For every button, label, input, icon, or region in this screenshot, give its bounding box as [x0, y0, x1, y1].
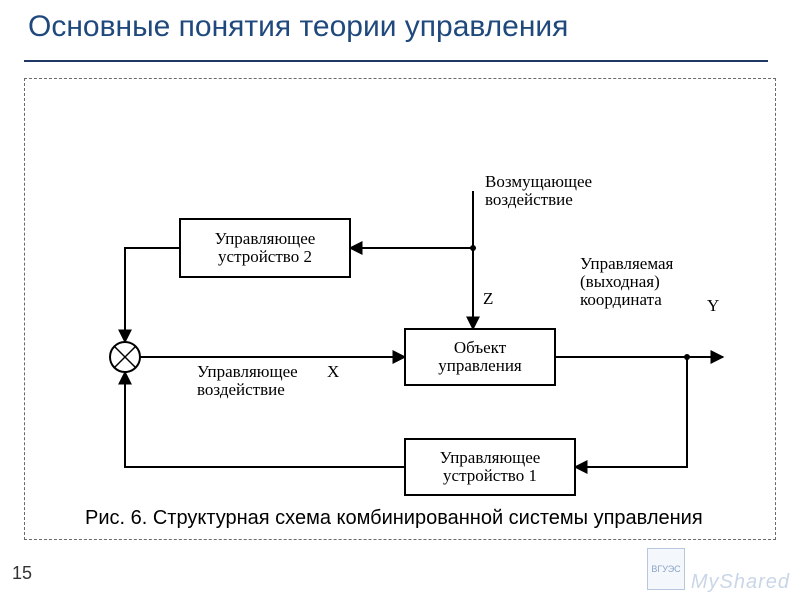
- label-y: Y: [707, 296, 719, 315]
- label-z: Z: [483, 289, 493, 308]
- diagram-frame: Управляющееустройство 2ОбъектуправленияУ…: [24, 78, 776, 540]
- block-label-controller2: Управляющееустройство 2: [215, 229, 316, 266]
- logo-icon: ВГУЭС: [647, 548, 685, 590]
- figure-caption: Рис. 6. Структурная схема комбинированно…: [85, 507, 703, 529]
- junction-dot: [470, 245, 476, 251]
- block-label-controller1: Управляющееустройство 1: [440, 448, 541, 485]
- title-underline: [24, 60, 768, 62]
- watermark: MyShared: [691, 571, 790, 594]
- label-x: X: [327, 362, 339, 381]
- ctrl2-to-sum: [125, 248, 180, 342]
- page-title: Основные понятия теории управления: [28, 10, 568, 44]
- junction-dot: [684, 354, 690, 360]
- label-disturbance: Возмущающеевоздействие: [485, 172, 592, 209]
- slide-number: 15: [12, 563, 32, 584]
- control-system-diagram: Управляющееустройство 2ОбъектуправленияУ…: [25, 79, 775, 539]
- output-to-ctrl1: [575, 357, 687, 467]
- label-control-action: Управляющеевоздействие: [197, 362, 298, 399]
- label-output: Управляемая(выходная)координата: [580, 254, 674, 309]
